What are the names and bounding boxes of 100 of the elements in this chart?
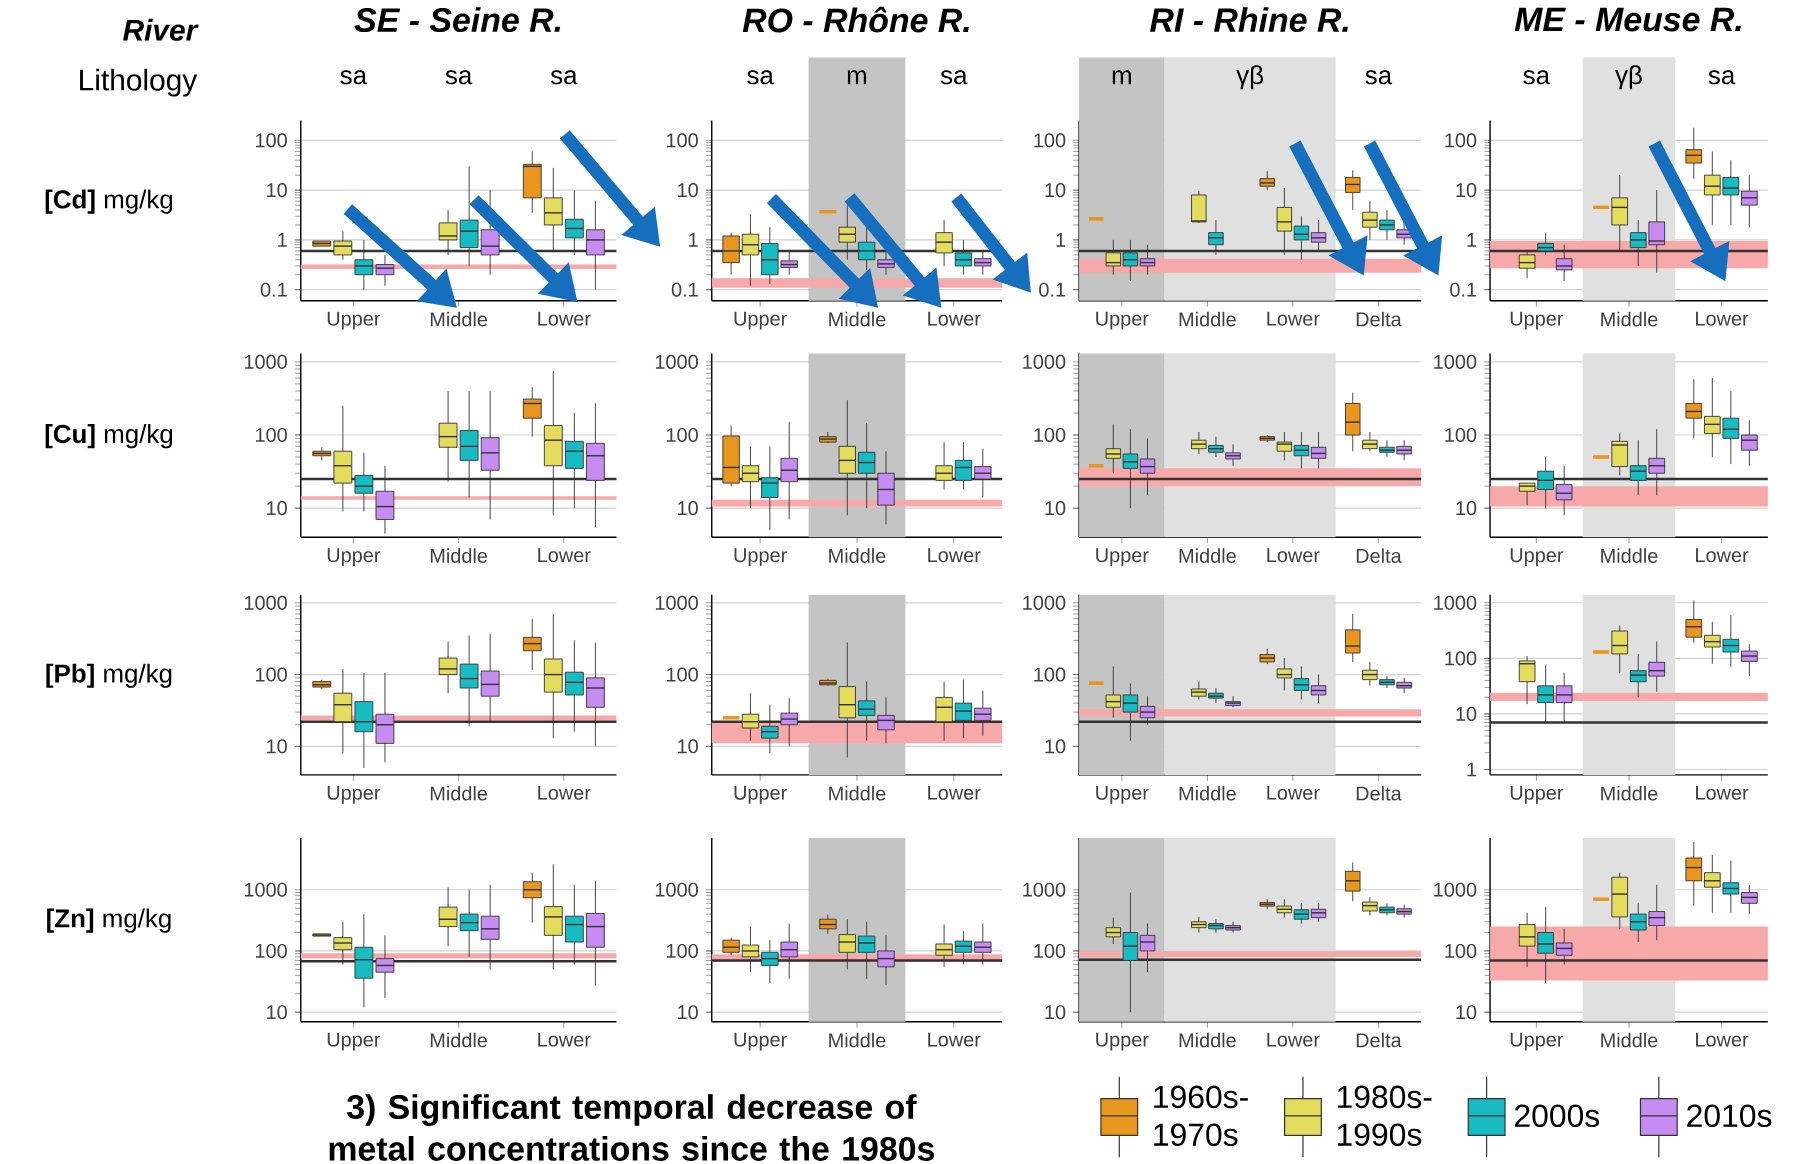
y-tick-label: 100	[1034, 133, 1066, 148]
x-tick-label: Middle	[829, 548, 886, 563]
text: sa	[340, 70, 368, 85]
y-tick-label: 10	[678, 1005, 698, 1020]
x-tick-label: Upper	[327, 311, 381, 330]
text: 3) Significant temporal decrease of metal concentrations since the 1980s	[329, 1094, 934, 1161]
y-tick-label: 0.1	[1450, 282, 1477, 297]
legend-label: 1960s-1970s	[1154, 1085, 1248, 1147]
y-tick-label: 100	[1445, 943, 1477, 959]
text: River	[123, 18, 199, 41]
x-tick-label: Delta	[1356, 785, 1402, 801]
y-tick-label: 1000	[1023, 354, 1066, 369]
x-tick-label: Upper	[1510, 548, 1564, 567]
x-tick-label: Lower	[538, 1032, 591, 1047]
y-tick-label: 1000	[244, 595, 287, 610]
y-tick-label: 10	[267, 1005, 287, 1020]
y-tick-label: 1000	[1434, 354, 1477, 369]
x-tick-label: Upper	[734, 311, 787, 330]
y-tick-label: 1	[689, 233, 698, 247]
x-tick-label: Delta	[1356, 311, 1402, 327]
x-tick-label: Lower	[1696, 1032, 1749, 1047]
y-tick-label: 10	[267, 183, 287, 198]
x-tick-label: Middle	[1179, 548, 1236, 563]
x-tick-label: Upper	[734, 785, 787, 804]
y-tick-label: 0.1	[1039, 282, 1066, 297]
x-tick-label: Upper	[1510, 785, 1564, 804]
y-tick-label: 100	[1445, 651, 1477, 666]
band-label: γβ	[1236, 65, 1264, 90]
x-tick-label: Lower	[1696, 785, 1749, 800]
x-tick-label: Lower	[1696, 548, 1749, 563]
chart-title: SE - Seine R.	[354, 7, 561, 33]
x-tick-label: Upper	[1096, 311, 1149, 330]
y-axis-title: [Cd] mg/kg	[45, 189, 173, 214]
y-tick-label: 1000	[655, 595, 698, 610]
y-axis-title: [Pb] mg/kg	[46, 663, 172, 688]
y-tick-label: 1000	[655, 882, 698, 897]
text: sa	[747, 70, 774, 85]
x-tick-label: Middle	[1601, 548, 1658, 563]
x-tick-label: Lower	[928, 785, 981, 800]
x-tick-label: Lower	[538, 548, 591, 563]
y-axis-title: [Zn] mg/kg	[47, 908, 171, 933]
x-tick-label: Middle	[430, 1032, 488, 1048]
y-tick-label: 10	[1045, 501, 1066, 516]
y-tick-label: 10	[267, 501, 287, 516]
y-tick-label: 1	[1056, 233, 1066, 247]
legend-label: 1980s-1990s	[1337, 1085, 1432, 1147]
y-tick-label: 0.1	[260, 282, 287, 297]
y-tick-label: 10	[1456, 706, 1477, 721]
y-tick-label: 100	[667, 133, 698, 148]
x-tick-label: Upper	[1096, 785, 1149, 804]
y-tick-label: 1000	[1023, 882, 1066, 897]
y-tick-label: 10	[678, 183, 698, 198]
x-tick-label: Lower	[1267, 1032, 1320, 1047]
x-tick-label: Lower	[1267, 785, 1320, 800]
x-tick-label: Lower	[1267, 548, 1320, 563]
y-tick-label: 100	[256, 133, 287, 148]
text: sa	[550, 70, 578, 85]
x-tick-label: Middle	[829, 311, 886, 327]
y-tick-label: 0.1	[671, 282, 698, 297]
chart-title: RI - Rhine R.	[1150, 7, 1348, 33]
x-tick-label: Lower	[538, 311, 591, 326]
y-tick-label: 1	[1467, 233, 1477, 247]
x-tick-label: Upper	[1510, 311, 1564, 330]
x-tick-label: Upper	[1096, 548, 1149, 567]
x-tick-label: Middle	[829, 785, 886, 801]
chart-title: RO - Rhône R.	[742, 6, 969, 33]
y-tick-label: 100	[256, 943, 287, 959]
y-tick-label: 10	[678, 501, 698, 516]
x-tick-label: Lower	[1696, 311, 1749, 326]
x-tick-label: Lower	[928, 1032, 981, 1047]
y-tick-label: 10	[678, 739, 698, 754]
band-label: m	[1112, 70, 1131, 85]
y-tick-label: 10	[1045, 739, 1066, 754]
y-tick-label: 1000	[1434, 882, 1477, 897]
y-tick-label: 1000	[1434, 595, 1477, 610]
x-tick-label: Middle	[430, 785, 488, 801]
x-tick-label: Delta	[1356, 1032, 1402, 1048]
y-tick-label: 100	[667, 427, 698, 443]
y-tick-label: 100	[256, 427, 287, 443]
y-tick-label: 100	[256, 667, 287, 682]
text: Lithology	[80, 68, 198, 97]
x-tick-label: Upper	[734, 1032, 787, 1051]
y-axis-title: [Cu] mg/kg	[45, 424, 173, 449]
x-tick-label: Middle	[430, 548, 488, 563]
y-tick-label: 100	[1034, 667, 1066, 682]
y-tick-label: 1000	[1023, 595, 1066, 610]
x-tick-label: Lower	[538, 785, 591, 800]
y-tick-label: 1000	[244, 354, 287, 369]
y-tick-label: 10	[1456, 183, 1477, 198]
y-tick-label: 100	[1034, 943, 1066, 959]
y-tick-label: 10	[1045, 1005, 1066, 1020]
band-label: m	[847, 70, 867, 85]
x-tick-label: Upper	[1510, 1032, 1564, 1051]
x-tick-label: Middle	[1601, 785, 1658, 801]
y-tick-label: 10	[267, 739, 287, 754]
x-tick-label: Lower	[928, 548, 981, 563]
x-tick-label: Upper	[327, 548, 381, 567]
x-tick-label: Middle	[1601, 1032, 1658, 1048]
band-label: γβ	[1615, 65, 1642, 90]
x-tick-label: Middle	[1179, 311, 1236, 327]
